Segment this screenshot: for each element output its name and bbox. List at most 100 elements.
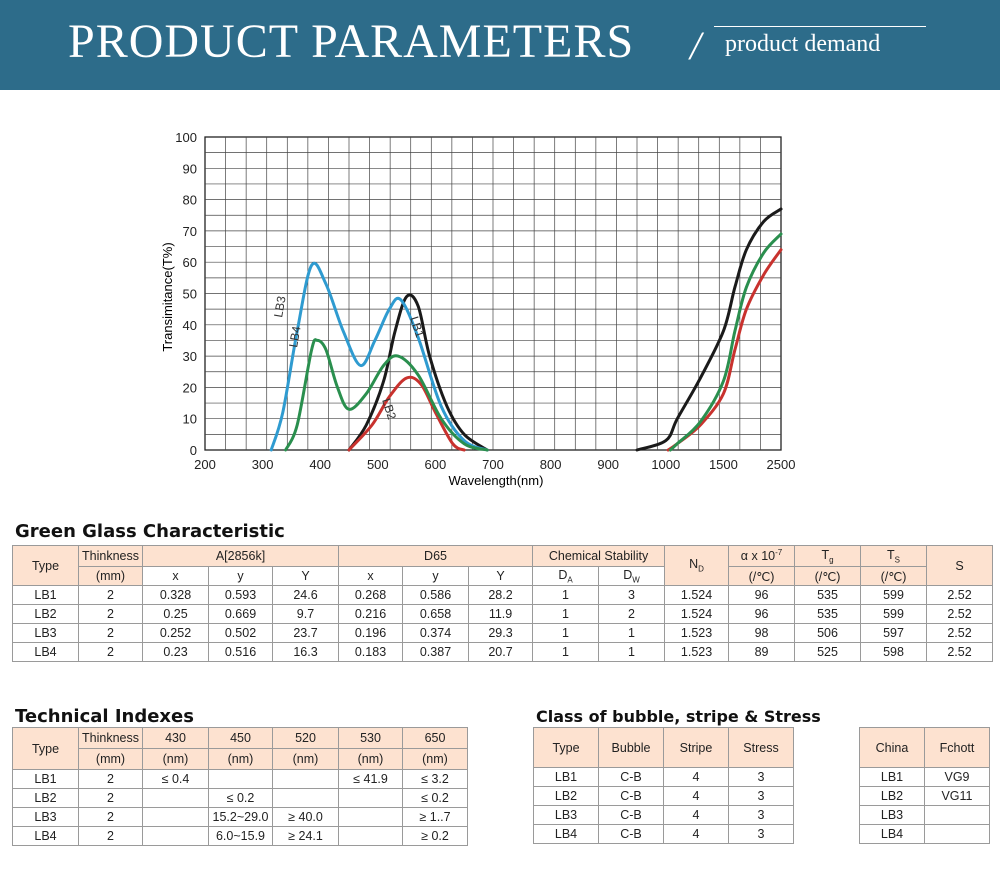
ti-cell [338,807,403,827]
ti-cell: ≤ 0.2 [208,788,273,808]
eq-cell [924,824,990,844]
ti-cell: ≥ 24.1 [272,826,339,846]
eq-header-fchott: Fchott [924,727,990,768]
y-tick-label: 0 [190,443,197,458]
table-row: LB1 2 ≤ 0.4 ≤ 41.9 ≤ 3.2 [12,769,468,789]
ti-cell: ≤ 0.2 [402,788,468,808]
ti-cell: 6.0~15.9 [208,826,273,846]
gg-sub-x2: x [338,566,403,586]
series-line-lb1 [347,293,489,452]
y-tick-label: 20 [183,380,197,395]
gg-cell: 1 [532,604,600,624]
curve-label: LB2 [379,397,399,422]
ti-cell [142,788,209,808]
gg-cell: 1 [598,642,666,662]
gg-header-a2856k: A[2856k] [142,545,339,567]
gg-cell: 1 [598,623,666,643]
ti-header-450: 450 [208,727,273,749]
gg-cell: 598 [860,642,928,662]
eq-cell: VG11 [924,786,990,806]
ti-cell [338,826,403,846]
bb-cell: LB1 [533,767,599,787]
gg-cell: 29.3 [467,623,534,643]
y-tick-label: 40 [183,318,197,333]
table-row: LB3 2 15.2~29.0 ≥ 40.0 ≥ 1..7 [12,807,468,827]
gg-cell: 599 [860,604,928,624]
bb-cell: 4 [663,824,729,844]
table-row: LB2 C-B 4 3 [533,786,794,806]
title-slash: / [690,23,702,68]
gg-header-chemical-stability: Chemical Stability [532,545,666,567]
gg-cell: 599 [860,585,928,605]
gg-cell: 506 [794,623,862,643]
green-glass-table: Type Thinkness A[2856k] D65 Chemical Sta… [12,545,994,662]
gg-cell: 0.23 [142,642,209,662]
x-tick-label: 200 [194,457,216,472]
ti-cell: 2 [78,788,143,808]
gg-header-thickness: Thinkness [78,545,143,567]
ti-cell: 2 [78,769,143,789]
y-tick-label: 100 [175,130,197,145]
ti-cell: 2 [78,826,143,846]
gg-header-type: Type [12,545,79,586]
gg-cell: 0.516 [208,642,273,662]
bubble-class-title: Class of bubble, stripe & Stress [536,707,821,726]
gg-cell: 525 [794,642,862,662]
bb-cell: LB2 [533,786,599,806]
bb-cell: 4 [663,767,729,787]
series-line-lb3 [269,261,489,452]
ti-cell [338,788,403,808]
ti-header-thickness: Thinkness [78,727,143,749]
equivalent-table: China Fchott LB1 VG9 LB2 VG11 LB3 LB4 [859,727,990,844]
y-tick-label: 50 [183,287,197,302]
gg-cell: 2 [78,604,143,624]
gg-cell: 0.586 [402,585,469,605]
gg-cell: 2.52 [926,642,994,662]
gg-cell: 0.502 [208,623,273,643]
bb-header-type: Type [533,727,599,768]
curve-label: LB4 [286,325,304,349]
ti-cell: 2 [78,807,143,827]
ti-header-650: 650 [402,727,468,749]
title-divider [714,26,926,27]
ti-cell [208,769,273,789]
series-line-lb4 [284,338,489,452]
gg-cell: 0.593 [208,585,273,605]
gg-cell: 0.183 [338,642,403,662]
gg-cell: 2 [598,604,666,624]
bb-header-stripe: Stripe [663,727,729,768]
gg-cell: 2 [78,585,143,605]
ti-cell: ≤ 41.9 [338,769,403,789]
table-row: LB4 C-B 4 3 [533,824,794,844]
table-row: LB1 VG9 [859,767,990,787]
table-row: LB1 2 0.328 0.593 24.6 0.268 0.586 28.2 1 3 1.524 9… [12,585,994,605]
gg-cell: LB3 [12,623,79,643]
curve-label: LB3 [271,295,289,319]
gg-cell: 535 [794,604,862,624]
y-tick-label: 30 [183,349,197,364]
gg-cell: 0.328 [142,585,209,605]
gg-cell: 9.7 [272,604,339,624]
gg-cell: 1.524 [664,585,730,605]
x-tick-label: 900 [597,457,619,472]
gg-cell: 24.6 [272,585,339,605]
technical-indexes-title: Technical Indexes [15,706,194,727]
table-row: LB2 2 0.25 0.669 9.7 0.216 0.658 11.9 1 2 1.524 96 5… [12,604,994,624]
table-row: LB1 C-B 4 3 [533,767,794,787]
gg-cell: 2.52 [926,585,994,605]
bb-cell: 4 [663,805,729,825]
bb-header-bubble: Bubble [598,727,664,768]
gg-cell: LB2 [12,604,79,624]
gg-cell: 1.523 [664,623,730,643]
ti-header-430: 430 [142,727,209,749]
x-tick-label: 1000 [651,457,680,472]
bb-cell: C-B [598,786,664,806]
gg-cell: 0.268 [338,585,403,605]
y-tick-label: 10 [183,412,197,427]
x-tick-label: 800 [540,457,562,472]
gg-sub-Y2: Y [467,566,534,586]
gg-cell: 96 [728,604,796,624]
gg-cell: 98 [728,623,796,643]
gg-cell: 0.216 [338,604,403,624]
gg-header-mm: (mm) [78,566,143,586]
